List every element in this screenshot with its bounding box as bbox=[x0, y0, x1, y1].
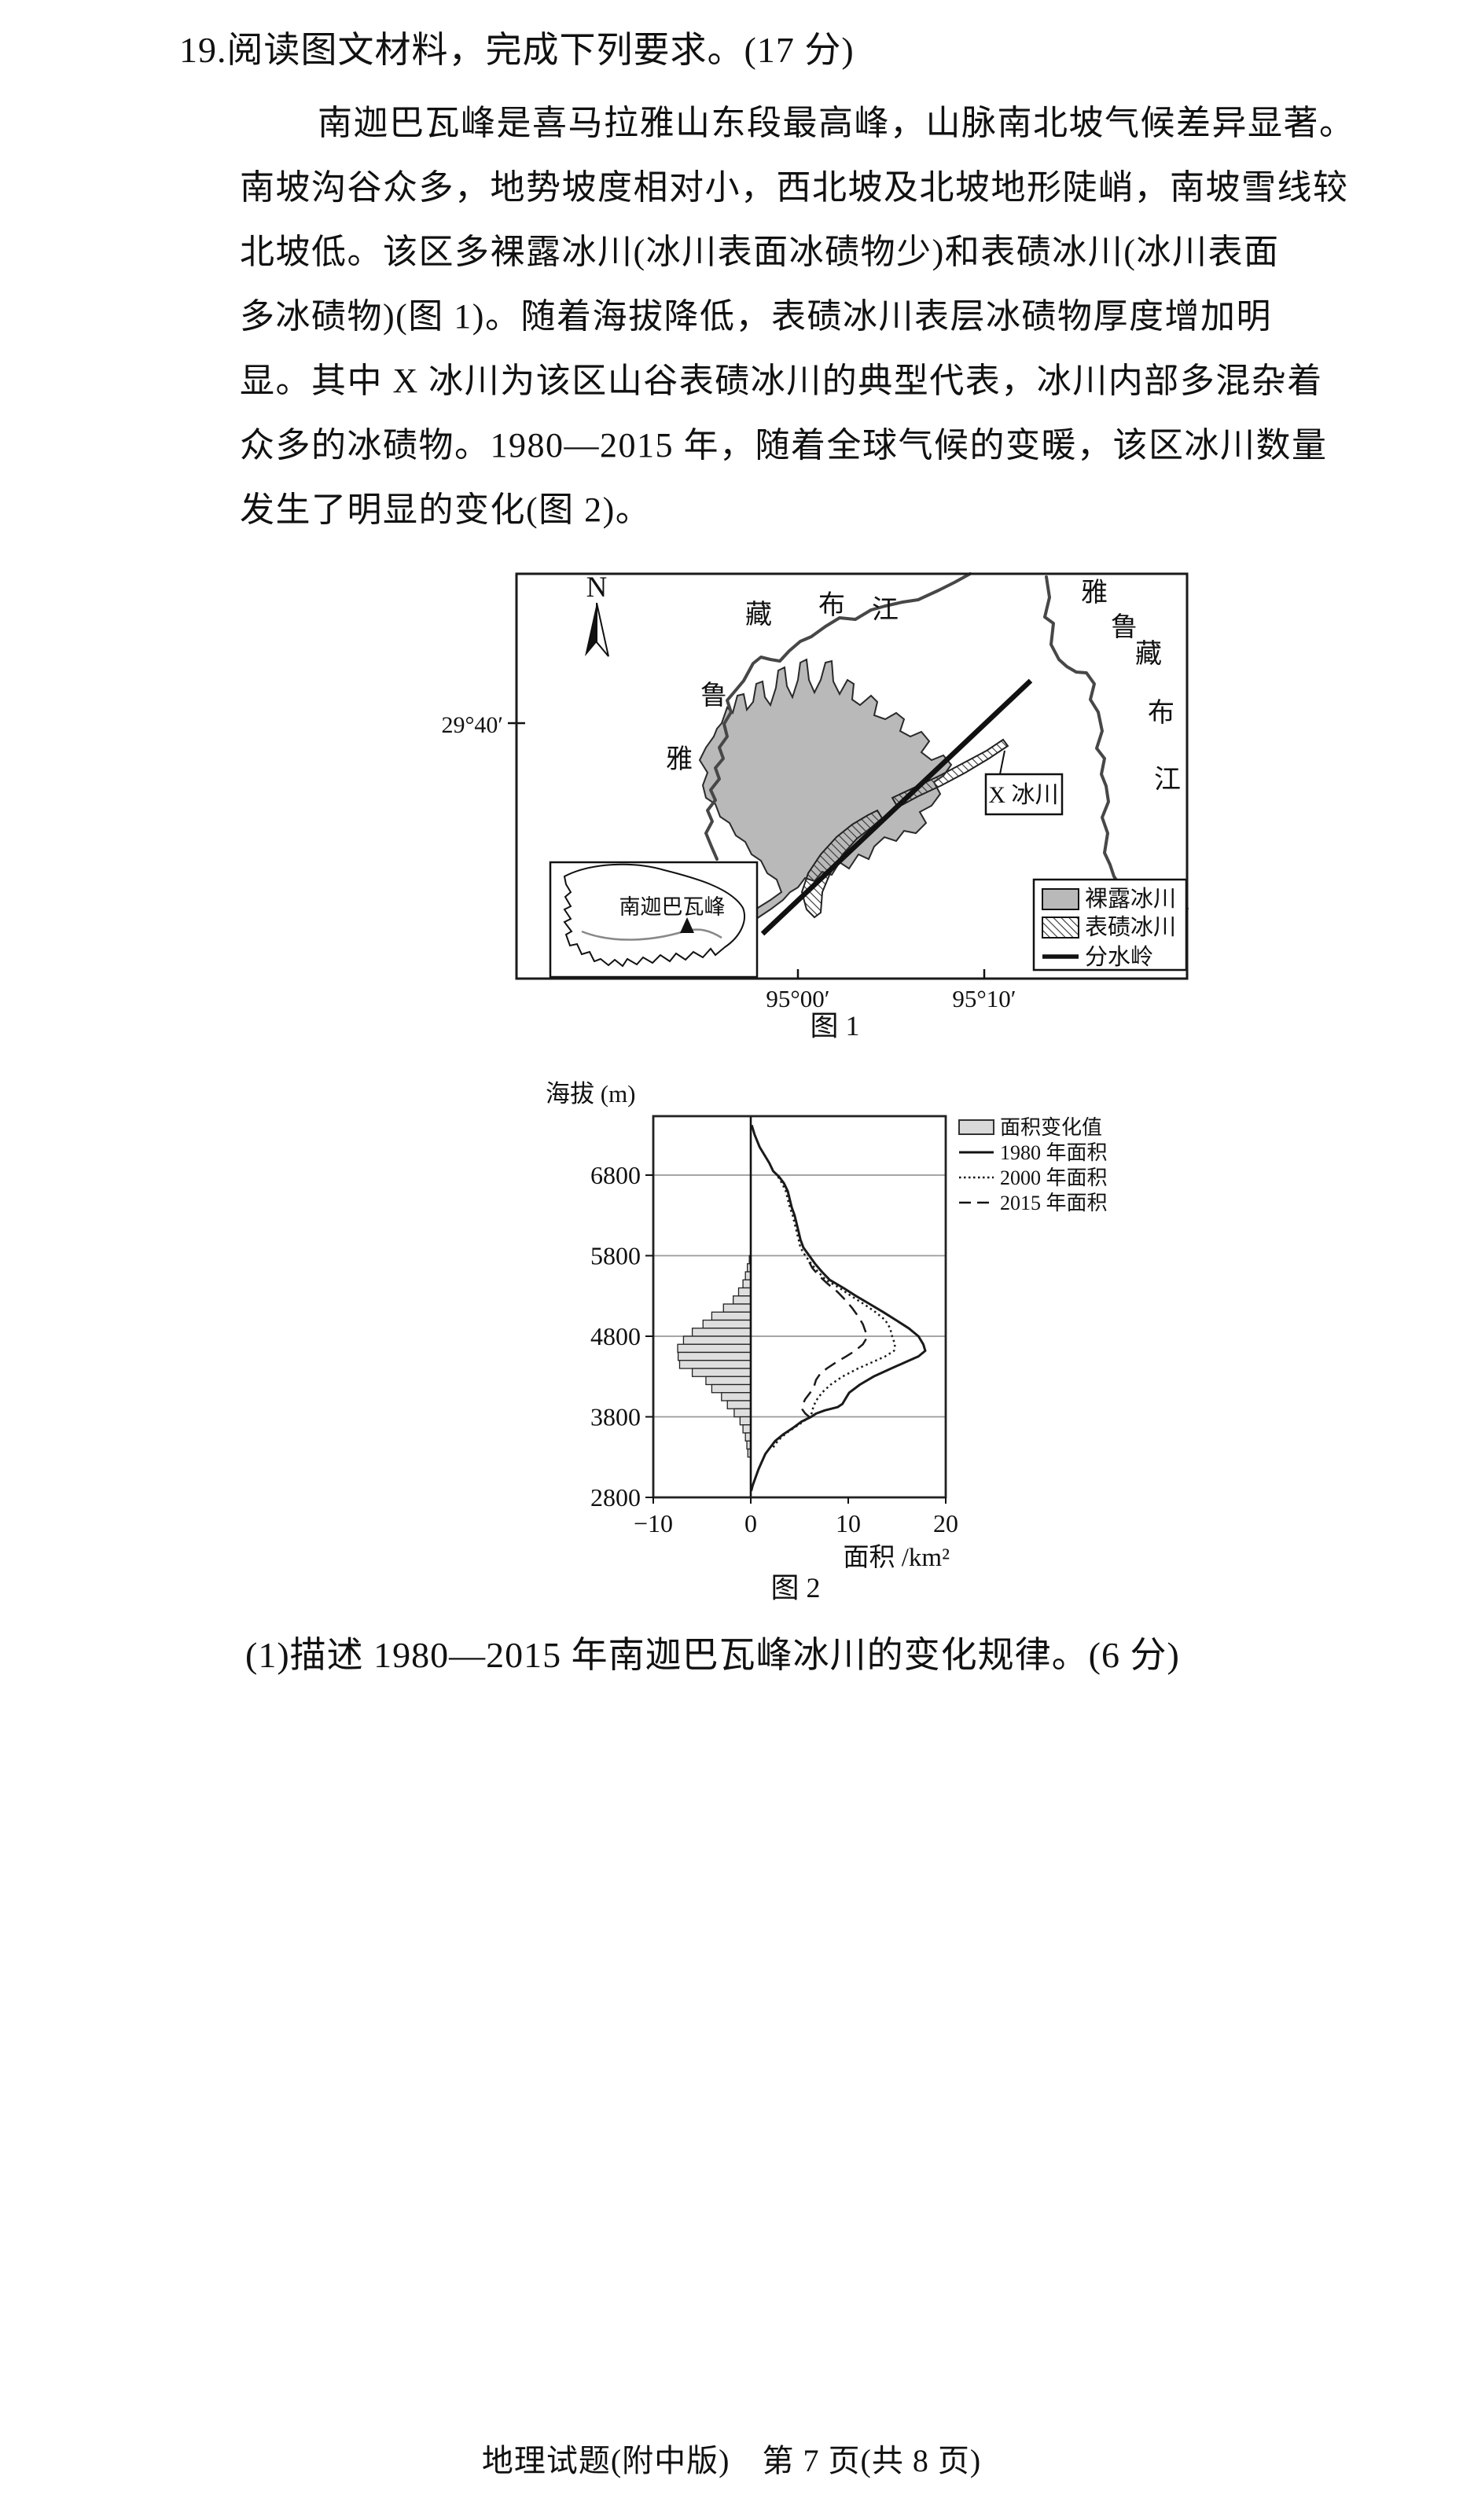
legend-label-divide: 分水岭 bbox=[1085, 944, 1153, 970]
legend-swatch-change-bar bbox=[958, 1119, 994, 1135]
intro-line: 北坡低。该区多裸露冰川(冰川表面冰碛物少)和表碛冰川(冰川表面 bbox=[240, 233, 1280, 271]
series-curve-dotted bbox=[771, 1176, 896, 1450]
north-label: N bbox=[586, 571, 608, 604]
legend-label-change: 面积变化值 bbox=[1000, 1116, 1102, 1139]
figure2-chart: 2800 3800 4800 5800 6800 −10 0 10 20 海拔 (m) 面积 /… bbox=[546, 1080, 1108, 1603]
chart-legend: 面积变化值 1980 年面积 2000 年面积 2015 年面积 bbox=[958, 1116, 1108, 1214]
question-header: 19.阅读图文材料，完成下列要求。(17 分) bbox=[179, 30, 855, 70]
north-arrow-icon: N bbox=[585, 571, 609, 657]
intro-line: 南迦巴瓦峰是喜马拉雅山东段最高峰，山脉南北坡气候差异显著。 bbox=[318, 104, 1355, 142]
inset-river-line bbox=[581, 928, 722, 941]
series-curve-dashed bbox=[801, 1262, 868, 1418]
area-change-bar bbox=[733, 1295, 752, 1305]
map-legend: 裸露冰川 表碛冰川 分水岭 bbox=[1032, 878, 1188, 972]
river-label-char: 布 bbox=[1148, 698, 1174, 728]
bare-glacier-area bbox=[698, 658, 953, 944]
legend-swatch-bare bbox=[1042, 888, 1079, 910]
area-change-bar bbox=[711, 1311, 752, 1321]
area-change-bar bbox=[677, 1351, 752, 1361]
sub-question-1: (1)描述 1980—2015 年南迦巴瓦峰冰川的变化规律。(6 分) bbox=[245, 1635, 1180, 1675]
area-change-bar bbox=[682, 1335, 752, 1345]
y-tick-label: 6800 bbox=[590, 1161, 641, 1189]
x-glacier-label: X 冰川 bbox=[988, 782, 1058, 808]
area-change-bar bbox=[742, 1424, 752, 1434]
y-tick-label: 2800 bbox=[590, 1483, 641, 1512]
inset-region-outline bbox=[563, 863, 745, 968]
area-change-bar bbox=[677, 1343, 752, 1354]
area-change-bar bbox=[691, 1328, 752, 1337]
y-tick-label: 3800 bbox=[590, 1403, 641, 1431]
figure2-caption: 图 2 bbox=[770, 1572, 820, 1603]
series-curve-solid bbox=[750, 1125, 927, 1492]
lat-label: 29°40′ bbox=[441, 712, 503, 738]
legend-label-2000: 2000 年面积 bbox=[1000, 1166, 1108, 1189]
inset-map: 南迦巴瓦峰 bbox=[549, 861, 759, 979]
figure1-map: 雅 鲁 藏 布 江 雅 鲁 藏 布 江 N 29°40′ X 冰川 裸露冰川 表… bbox=[441, 571, 1189, 1041]
area-change-bar bbox=[721, 1392, 752, 1401]
figure1-caption: 图 1 bbox=[810, 1010, 859, 1041]
area-change-bar bbox=[733, 1408, 752, 1418]
x-glacier-callout-box bbox=[984, 773, 1064, 816]
lon-label: 95°10′ bbox=[952, 985, 1016, 1012]
debris-glacier-tongue bbox=[891, 738, 1009, 809]
map-frame bbox=[515, 572, 1189, 980]
legend-swatch-debris bbox=[1042, 917, 1079, 939]
river-label-char: 藏 bbox=[745, 600, 772, 630]
x-tick-label: 20 bbox=[933, 1509, 958, 1537]
river-label-char: 雅 bbox=[666, 744, 693, 774]
river-label-char: 布 bbox=[818, 590, 845, 620]
area-change-bar bbox=[702, 1319, 752, 1329]
intro-line: 南坡沟谷众多，地势坡度相对小，西北坡及北坡地形陡峭，南坡雪线较 bbox=[240, 168, 1349, 207]
x-tick-label: 10 bbox=[836, 1509, 861, 1537]
river-label-char: 江 bbox=[872, 596, 899, 625]
lon-label: 95°00′ bbox=[766, 985, 829, 1012]
legend-label-1980: 1980 年面积 bbox=[1000, 1141, 1108, 1164]
river-path-left bbox=[704, 572, 972, 861]
chart-x-axis-title: 面积 /km² bbox=[844, 1544, 950, 1572]
area-change-bar bbox=[705, 1376, 752, 1386]
intro-line: 多冰碛物)(图 1)。随着海拔降低，表碛冰川表层冰碛物厚度增加明 bbox=[240, 297, 1272, 336]
river-label-char: 雅 bbox=[1081, 578, 1108, 608]
river-label-char: 藏 bbox=[1135, 639, 1162, 669]
area-change-bar bbox=[739, 1416, 752, 1426]
area-change-bar bbox=[726, 1400, 752, 1409]
plot-frame bbox=[652, 1115, 947, 1499]
river-label-char: 鲁 bbox=[700, 681, 727, 711]
inset-peak-label: 南迦巴瓦峰 bbox=[619, 895, 726, 919]
x-tick-label: 0 bbox=[744, 1509, 757, 1537]
intro-paragraph: 南迦巴瓦峰是喜马拉雅山东段最高峰，山脉南北坡气候差异显著。 南坡沟谷众多，地势坡… bbox=[240, 91, 1355, 542]
area-change-bar bbox=[742, 1279, 752, 1289]
area-change-bar bbox=[691, 1368, 752, 1377]
inset-box bbox=[549, 861, 759, 979]
area-change-bar bbox=[737, 1287, 752, 1297]
chart-plot-area: 2800 3800 4800 5800 6800 −10 0 10 20 bbox=[590, 1115, 958, 1537]
chart-y-axis-title: 海拔 (m) bbox=[546, 1080, 636, 1108]
legend-label-2015: 2015 年面积 bbox=[1000, 1192, 1108, 1214]
intro-line: 众多的冰碛物。1980—2015 年，随着全球气候的变暖，该区冰川数量 bbox=[240, 426, 1328, 465]
callout-leader-line bbox=[999, 750, 1005, 775]
area-change-bar bbox=[678, 1360, 752, 1369]
page-footer: 地理试题(附中版) 第 7 页(共 8 页) bbox=[481, 2443, 982, 2478]
intro-line: 显。其中 X 冰川为该区山谷表碛冰川的典型代表，冰川内部多混杂着 bbox=[240, 362, 1323, 400]
legend-label-debris: 表碛冰川 bbox=[1085, 914, 1176, 940]
y-tick-label: 5800 bbox=[590, 1242, 641, 1270]
legend-label-bare: 裸露冰川 bbox=[1085, 886, 1176, 912]
area-change-bar bbox=[711, 1383, 752, 1394]
river-label-char: 江 bbox=[1154, 766, 1181, 795]
river-label-char: 鲁 bbox=[1111, 612, 1138, 642]
y-tick-label: 4800 bbox=[590, 1322, 641, 1350]
x-tick-label: −10 bbox=[634, 1509, 673, 1537]
peak-triangle-icon bbox=[680, 917, 694, 933]
area-change-bar bbox=[722, 1303, 752, 1313]
divide-line bbox=[760, 678, 1033, 936]
intro-line: 发生了明显的变化(图 2)。 bbox=[240, 490, 652, 529]
